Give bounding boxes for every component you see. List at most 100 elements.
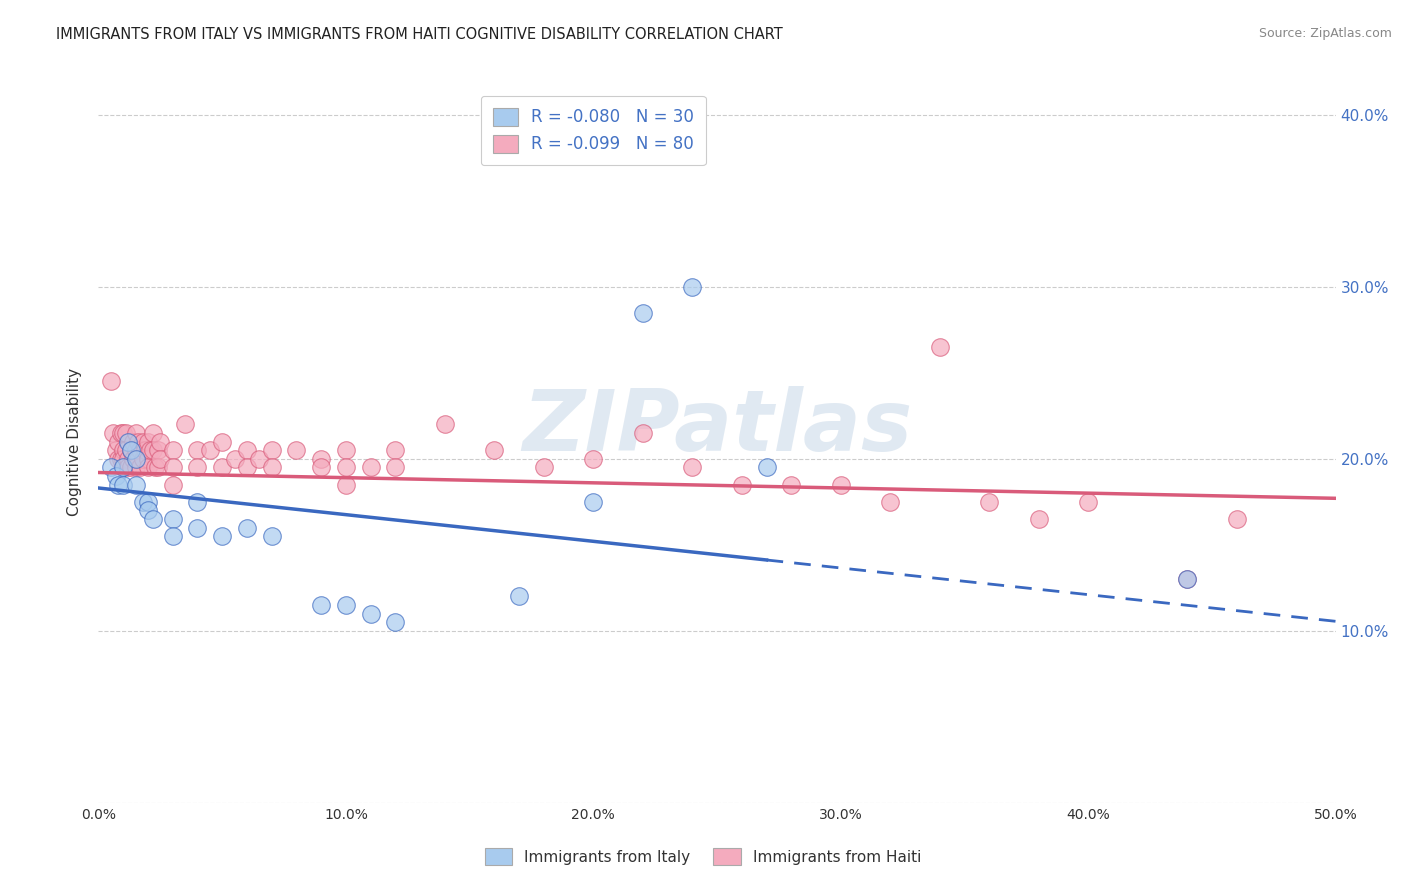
Point (162, 529, 184, 543)
Point (129, 443, 152, 458)
Point (100, 375, 122, 389)
Point (124, 451, 146, 466)
Point (124, 460, 146, 475)
Point (681, 279, 703, 293)
Point (110, 451, 132, 466)
Point (136, 460, 159, 475)
Point (186, 494, 208, 508)
Point (335, 460, 357, 475)
Point (122, 434, 145, 449)
Point (631, 425, 654, 440)
Point (107, 477, 129, 491)
Point (236, 460, 259, 475)
Point (174, 417, 197, 432)
Point (162, 512, 184, 526)
Point (360, 460, 382, 475)
Point (631, 305, 654, 319)
Point (142, 512, 165, 526)
Point (979, 494, 1001, 508)
Point (335, 477, 357, 491)
Legend: R = -0.080   N = 30, R = -0.099   N = 80: R = -0.080 N = 30, R = -0.099 N = 80 (481, 95, 706, 165)
Point (211, 460, 233, 475)
Point (124, 443, 146, 458)
Point (120, 443, 142, 458)
Point (162, 460, 184, 475)
Point (127, 434, 149, 449)
Point (112, 425, 135, 440)
Point (484, 443, 506, 458)
Point (127, 451, 149, 466)
Point (129, 460, 152, 475)
Point (149, 451, 172, 466)
Point (186, 460, 208, 475)
Point (136, 434, 159, 449)
Point (211, 529, 233, 543)
Point (309, 598, 332, 612)
Point (186, 520, 208, 534)
Point (582, 494, 605, 508)
Point (120, 460, 142, 475)
Point (384, 443, 406, 458)
Point (309, 460, 332, 475)
Point (260, 443, 283, 458)
Point (198, 443, 221, 458)
Point (134, 443, 156, 458)
Point (1175, 572, 1198, 586)
Point (384, 615, 406, 630)
Point (117, 451, 139, 466)
Point (582, 451, 605, 466)
Point (335, 443, 357, 458)
Point (879, 494, 901, 508)
Point (146, 443, 169, 458)
Point (103, 425, 125, 440)
Point (533, 460, 555, 475)
Point (433, 417, 456, 432)
Text: Source: ZipAtlas.com: Source: ZipAtlas.com (1258, 27, 1392, 40)
Point (146, 460, 169, 475)
Point (117, 434, 139, 449)
Point (136, 494, 159, 508)
Point (114, 443, 136, 458)
Point (162, 477, 184, 491)
Point (360, 607, 382, 621)
Point (755, 460, 778, 475)
Point (681, 460, 703, 475)
Point (142, 425, 165, 440)
Point (132, 434, 155, 449)
Point (104, 469, 127, 483)
Point (107, 434, 129, 449)
Point (149, 434, 172, 449)
Point (117, 460, 139, 475)
Point (780, 477, 803, 491)
Point (124, 477, 146, 491)
Point (162, 443, 184, 458)
Y-axis label: Cognitive Disability: Cognitive Disability (67, 368, 83, 516)
Point (247, 451, 270, 466)
Point (112, 460, 135, 475)
Point (142, 443, 165, 458)
Point (731, 477, 754, 491)
Point (309, 451, 332, 466)
Point (107, 451, 129, 466)
Point (1175, 572, 1198, 586)
Point (139, 443, 162, 458)
Point (1226, 512, 1249, 526)
Point (236, 443, 259, 458)
Point (260, 529, 283, 543)
Point (285, 443, 308, 458)
Point (124, 425, 146, 440)
Text: ZIPatlas: ZIPatlas (522, 385, 912, 468)
Point (224, 451, 246, 466)
Point (1028, 512, 1050, 526)
Point (236, 520, 259, 534)
Point (104, 443, 127, 458)
Point (384, 460, 406, 475)
Point (132, 494, 155, 508)
Point (112, 477, 135, 491)
Point (1077, 494, 1099, 508)
Point (211, 434, 233, 449)
Point (120, 443, 142, 458)
Point (186, 443, 208, 458)
Point (136, 451, 159, 466)
Point (260, 460, 283, 475)
